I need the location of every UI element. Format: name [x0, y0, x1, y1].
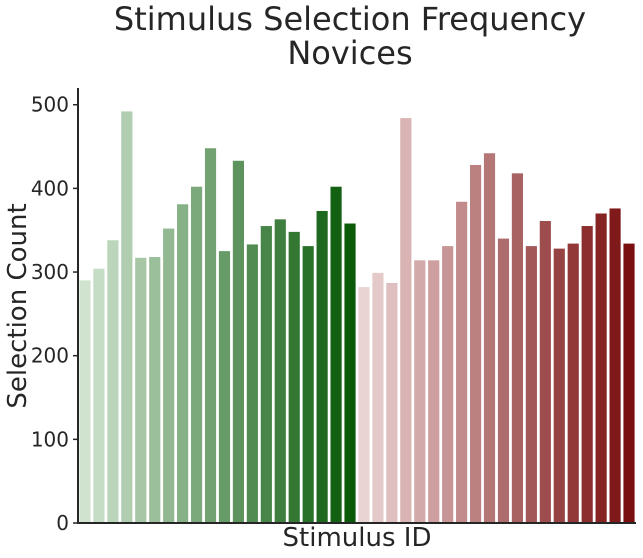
bar-group2-6 — [428, 260, 440, 523]
bar-group2-3 — [386, 282, 398, 523]
chart-title: Stimulus Selection Frequency Novices — [0, 2, 643, 70]
chart-title-line1: Stimulus Selection Frequency — [113, 0, 587, 38]
bar-group1-3 — [107, 240, 119, 523]
y-tick-label: 200 — [31, 344, 69, 368]
bar-group1-1 — [79, 280, 91, 523]
bar-group2-8 — [456, 201, 468, 523]
bar-group1-6 — [149, 256, 161, 523]
bar-group1-12 — [232, 160, 244, 523]
y-tick-label: 500 — [31, 93, 69, 117]
bar-group1-14 — [260, 226, 272, 523]
bar-group2-1 — [358, 287, 370, 523]
chart-title-line2: Novices — [287, 34, 413, 72]
bar-group1-11 — [218, 251, 231, 524]
bar-group2-20 — [623, 243, 635, 523]
bar-group1-16 — [288, 231, 300, 523]
bar-group2-10 — [483, 153, 496, 523]
y-tick-label: 400 — [31, 176, 69, 200]
bar-group2-12 — [511, 173, 523, 523]
bar-group1-20 — [344, 223, 356, 523]
y-tick-label: 100 — [31, 427, 69, 451]
bar-group1-8 — [177, 204, 189, 523]
y-tick-label: 300 — [31, 260, 69, 284]
y-axis-label: Selection Count — [3, 203, 33, 408]
bar-group1-13 — [246, 244, 258, 523]
bar-group2-16 — [567, 243, 579, 523]
bar-group2-18 — [595, 213, 607, 524]
bar-group1-2 — [93, 268, 105, 523]
y-tick-label: 0 — [56, 511, 69, 535]
bar-group1-19 — [330, 186, 342, 523]
bar-group1-4 — [121, 111, 133, 524]
bar-group2-13 — [525, 246, 537, 524]
bar-group2-11 — [497, 238, 510, 523]
bars-layer — [79, 111, 635, 524]
bar-group2-2 — [372, 272, 384, 524]
bar-group2-19 — [609, 208, 621, 523]
bar-group2-15 — [553, 248, 565, 523]
bar-group2-5 — [414, 260, 426, 523]
bar-group1-7 — [163, 228, 175, 524]
bar-group1-5 — [135, 257, 147, 523]
bar-group1-17 — [302, 246, 314, 524]
bar-group2-7 — [442, 246, 454, 524]
bar-group1-9 — [191, 186, 203, 523]
bar-group2-17 — [581, 226, 593, 523]
bar-group1-18 — [316, 210, 328, 523]
x-axis-label: Stimulus ID — [283, 523, 432, 553]
bar-group1-10 — [204, 148, 217, 524]
bar-group1-15 — [274, 219, 286, 523]
bar-group2-14 — [539, 221, 551, 523]
bar-group2-9 — [469, 164, 482, 523]
bar-group2-4 — [400, 118, 412, 524]
y-axis-ticks: 0 100 200 300 400 500 — [31, 93, 78, 535]
